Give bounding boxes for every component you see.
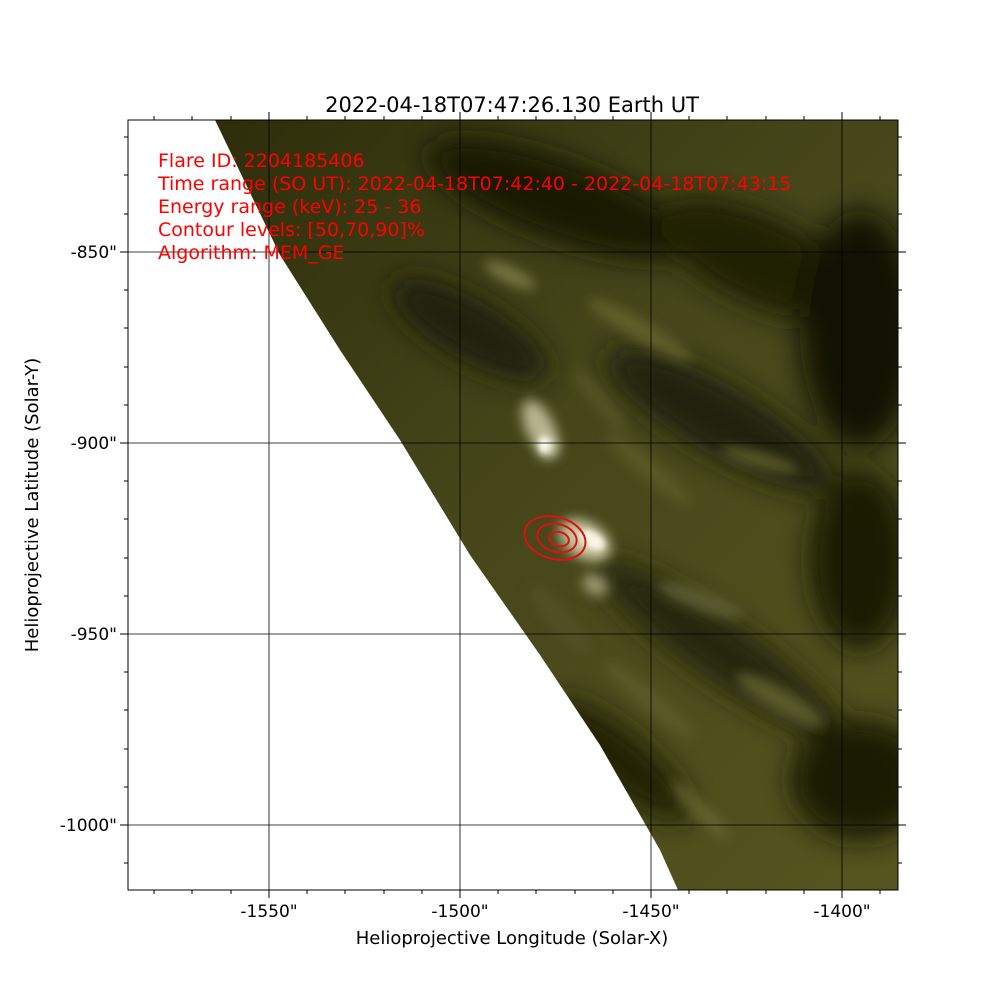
x-tick-label: -1400" xyxy=(813,902,870,922)
x-axis xyxy=(153,112,881,898)
x-tick-label: -1550" xyxy=(240,902,297,922)
y-tick-label: -950" xyxy=(71,625,117,645)
solar-euv-image xyxy=(215,120,898,890)
figure-title: 2022-04-18T07:47:26.130 Earth UT xyxy=(325,93,699,117)
xray-contours xyxy=(523,515,587,561)
plot-area: Flare ID: 2204185406 Time range (SO UT):… xyxy=(127,119,899,891)
annotation-contour-levels: Contour levels: [50,70,90]% xyxy=(158,219,425,241)
contour-70 xyxy=(536,522,578,554)
annotation-time-range: Time range (SO UT): 2022-04-18T07:42:40 … xyxy=(157,173,791,195)
y-axis xyxy=(120,136,906,864)
axes-frame xyxy=(127,119,899,891)
contour-90 xyxy=(548,530,570,548)
x-tick-label: -1500" xyxy=(431,902,488,922)
annotation-energy-range: Energy range (keV): 25 - 36 xyxy=(158,196,421,218)
annotation-flare-id: Flare ID: 2204185406 xyxy=(158,150,365,172)
y-tick-label: -1000" xyxy=(60,816,117,836)
contour-50 xyxy=(523,515,587,561)
y-tick-label: -850" xyxy=(71,243,117,263)
annotation-algorithm: Algorithm: MEM_GE xyxy=(158,242,345,264)
x-axis-label: Helioprojective Longitude (Solar-X) xyxy=(356,928,669,949)
x-tick-label: -1450" xyxy=(622,902,679,922)
flare-annotations: Flare ID: 2204185406 Time range (SO UT):… xyxy=(157,150,791,264)
y-axis-label: Helioprojective Latitude (Solar-Y) xyxy=(22,358,43,652)
grid-lines xyxy=(128,120,898,890)
y-tick-label: -900" xyxy=(71,434,117,454)
